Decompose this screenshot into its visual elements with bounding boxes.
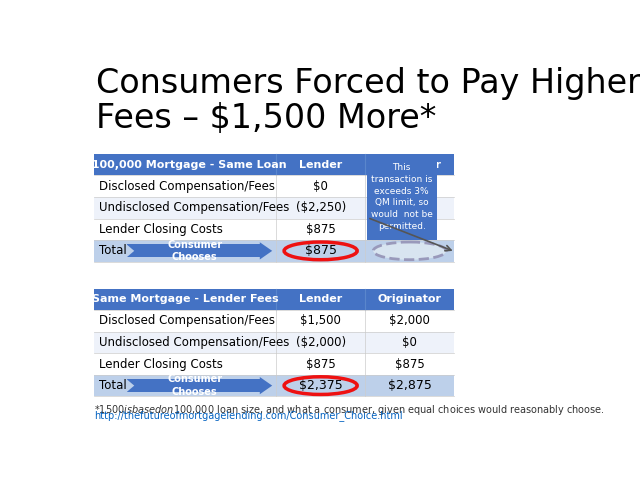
Bar (127, 244, 260, 257)
Text: Total: Total (99, 379, 126, 392)
Text: $875: $875 (306, 223, 335, 236)
Text: Lender Closing Costs: Lender Closing Costs (99, 358, 223, 371)
Bar (94, 332, 454, 353)
Text: Same Mortgage - Lender Fees: Same Mortgage - Lender Fees (92, 294, 278, 304)
Polygon shape (127, 379, 134, 392)
Bar (94, 240, 454, 262)
Text: Originator: Originator (378, 160, 442, 169)
Bar (94, 353, 454, 375)
Text: $0: $0 (313, 180, 328, 192)
Text: Total: Total (99, 244, 126, 257)
Text: *$1500 is based on $100,000 loan size, and what a consumer, given equal choices : *$1500 is based on $100,000 loan size, a… (94, 403, 605, 417)
Text: Lender Closing Costs: Lender Closing Costs (99, 223, 223, 236)
Text: $875: $875 (395, 358, 424, 371)
Text: $0: $0 (403, 201, 417, 214)
Bar (94, 197, 454, 218)
Polygon shape (260, 377, 272, 394)
Text: http://thefutureofmortgagelending.com/Consumer_Choice.html: http://thefutureofmortgagelending.com/Co… (94, 410, 403, 421)
Text: Disclosed Compensation/Fees: Disclosed Compensation/Fees (99, 314, 275, 327)
Bar (367, 154, 436, 240)
Text: $1,500: $1,500 (300, 314, 341, 327)
Text: Lender: Lender (299, 160, 342, 169)
Text: Disclosed Compensation/Fees: Disclosed Compensation/Fees (99, 180, 275, 192)
Text: Lender: Lender (299, 294, 342, 304)
Bar (94, 375, 454, 396)
Text: Originator: Originator (378, 294, 442, 304)
Text: $0: $0 (403, 336, 417, 349)
Text: Undisclosed Compensation/Fees: Undisclosed Compensation/Fees (99, 201, 289, 214)
Bar (127, 379, 260, 392)
Text: $875: $875 (305, 244, 337, 257)
Text: $875: $875 (395, 223, 424, 236)
Text: $3,125: $3,125 (388, 244, 431, 257)
Text: $100,000 Mortgage - Same Loan: $100,000 Mortgage - Same Loan (84, 160, 286, 169)
Text: $2,000: $2,000 (389, 314, 430, 327)
Text: Consumer
Chooses: Consumer Chooses (167, 374, 222, 397)
Text: $2,875: $2,875 (388, 379, 432, 392)
Text: Consumers Forced to Pay Higher: Consumers Forced to Pay Higher (95, 67, 640, 100)
Text: Fees – $1,500 More*: Fees – $1,500 More* (95, 102, 436, 135)
Bar (94, 175, 454, 197)
Text: Consumer
Chooses: Consumer Chooses (167, 240, 222, 262)
Bar (94, 310, 454, 332)
Text: This
transaction is
exceeds 3%
QM limit, so
would  not be
permitted.: This transaction is exceeds 3% QM limit,… (371, 163, 433, 231)
Text: Undisclosed Compensation/Fees: Undisclosed Compensation/Fees (99, 336, 289, 349)
Text: $2,250: $2,250 (389, 180, 430, 192)
Ellipse shape (373, 242, 446, 260)
Polygon shape (127, 244, 134, 257)
Text: ($2,000): ($2,000) (296, 336, 346, 349)
Polygon shape (260, 242, 272, 260)
Bar (94, 288, 454, 310)
Text: ($2,250): ($2,250) (296, 201, 346, 214)
Text: $875: $875 (306, 358, 335, 371)
Text: $2,375: $2,375 (299, 379, 342, 392)
Bar (94, 154, 454, 175)
Bar (94, 218, 454, 240)
